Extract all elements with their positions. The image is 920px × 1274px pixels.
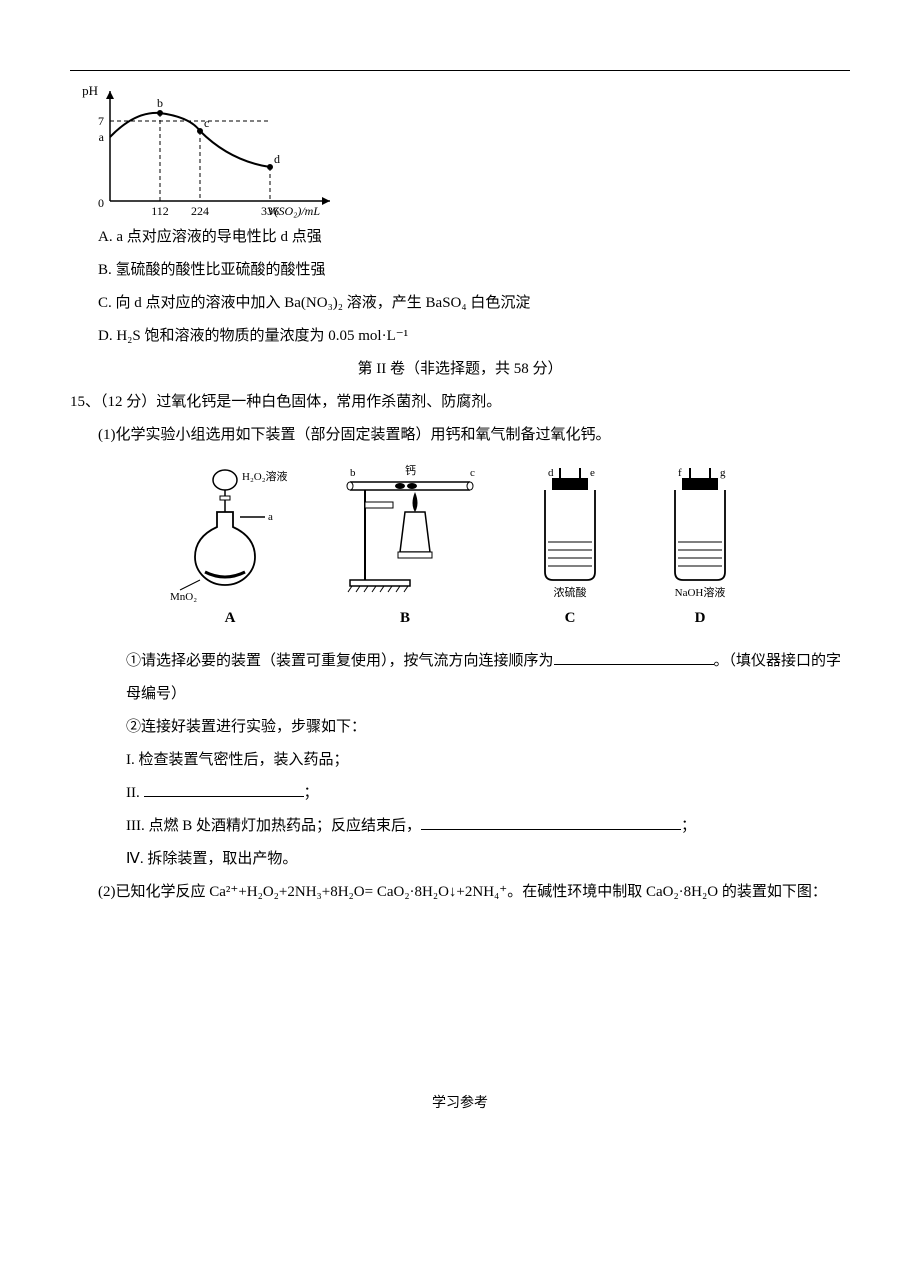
apparatus-c-label: C	[520, 602, 620, 635]
svg-text:112: 112	[151, 204, 169, 218]
step-2: II. ；	[70, 777, 850, 810]
apparatus-b: b 钙 c	[320, 462, 490, 635]
svg-text:224: 224	[191, 204, 209, 218]
step-3: III. 点燃 B 处酒精灯加热药品；反应结束后， ；	[70, 810, 850, 843]
svg-text:c: c	[204, 116, 209, 130]
apparatus-d: f g NaOH溶液 D	[650, 462, 750, 635]
svg-text:g: g	[720, 467, 726, 479]
step-3-pre: III. 点燃 B 处酒精灯加热药品；反应结束后，	[126, 818, 421, 834]
option-b: B. 氢硫酸的酸性比亚硫酸的酸性强	[70, 254, 850, 287]
apparatus-row: H₂O₂溶液 a MnO₂ A b 钙 c	[70, 462, 850, 635]
q15-1-1: ①请选择必要的装置（装置可重复使用），按气流方向连接顺序为。（填仪器接口的字母编…	[70, 645, 850, 711]
option-a: A. a 点对应溶液的导电性比 d 点强	[70, 221, 850, 254]
svg-text:V(SO₂)/mL: V(SO₂)/mL	[267, 204, 320, 218]
top-rule	[70, 70, 850, 71]
q15-p1: (1)化学实验小组选用如下装置（部分固定装置略）用钙和氧气制备过氧化钙。	[70, 419, 850, 452]
svg-text:H₂O₂溶液: H₂O₂溶液	[242, 469, 288, 483]
ph-graph: pH 7 a 0 b c d 112 224 336 V(SO₂)/mL	[70, 81, 350, 221]
blank-1	[554, 649, 714, 665]
svg-text:f: f	[678, 467, 682, 479]
step-4: Ⅳ. 拆除装置，取出产物。	[70, 843, 850, 876]
svg-text:a: a	[268, 511, 273, 523]
svg-text:MnO₂: MnO₂	[170, 591, 197, 602]
step-2-post: ；	[304, 785, 319, 801]
step-1: I. 检查装置气密性后，装入药品；	[70, 744, 850, 777]
q15-p2: (2)已知化学反应 Ca²⁺+H₂O₂+2NH₃+8H₂O= CaO₂·8H₂O…	[70, 876, 850, 909]
apparatus-d-label: D	[650, 602, 750, 635]
section-2-title: 第 II 卷（非选择题，共 58 分）	[70, 353, 850, 386]
svg-text:浓硫酸: 浓硫酸	[554, 585, 587, 599]
q15-stem: 过氧化钙是一种白色固体，常用作杀菌剂、防腐剂。	[156, 394, 501, 410]
step-2-pre: II.	[126, 785, 144, 801]
svg-text:b: b	[350, 467, 356, 479]
svg-text:c: c	[470, 467, 475, 479]
svg-text:d: d	[274, 152, 280, 166]
svg-text:NaOH溶液: NaOH溶液	[675, 585, 726, 599]
svg-text:b: b	[157, 96, 163, 110]
q15-1-1-text: ①请选择必要的装置（装置可重复使用），按气流方向连接顺序为	[126, 653, 554, 669]
apparatus-a-label: A	[170, 602, 290, 635]
apparatus-b-label: B	[320, 602, 490, 635]
option-d: D. H₂S 饱和溶液的物质的量浓度为 0.05 mol·L⁻¹	[70, 320, 850, 353]
q15-line1: 15、（12 分）过氧化钙是一种白色固体，常用作杀菌剂、防腐剂。	[70, 386, 850, 419]
blank-3	[421, 814, 681, 830]
svg-text:a: a	[99, 130, 105, 144]
svg-text:d: d	[548, 467, 554, 479]
svg-text:7: 7	[98, 114, 104, 128]
apparatus-a: H₂O₂溶液 a MnO₂ A	[170, 462, 290, 635]
q15-1-2: ②连接好装置进行实验，步骤如下：	[70, 711, 850, 744]
apparatus-c: d e 浓硫酸 C	[520, 462, 620, 635]
step-3-post: ；	[681, 818, 696, 834]
svg-text:e: e	[590, 467, 595, 479]
blank-2	[144, 781, 304, 797]
y-axis-label: pH	[82, 83, 98, 98]
q15-number: 15、（12 分）	[70, 394, 156, 410]
svg-text:0: 0	[98, 196, 104, 210]
option-c: C. 向 d 点对应的溶液中加入 Ba(NO₃)₂ 溶液，产生 BaSO₄ 白色…	[70, 287, 850, 320]
page-footer: 学习参考	[70, 1089, 850, 1120]
svg-text:钙: 钙	[405, 463, 416, 477]
ph-graph-container: pH 7 a 0 b c d 112 224 336 V(SO₂)/mL	[70, 81, 850, 221]
